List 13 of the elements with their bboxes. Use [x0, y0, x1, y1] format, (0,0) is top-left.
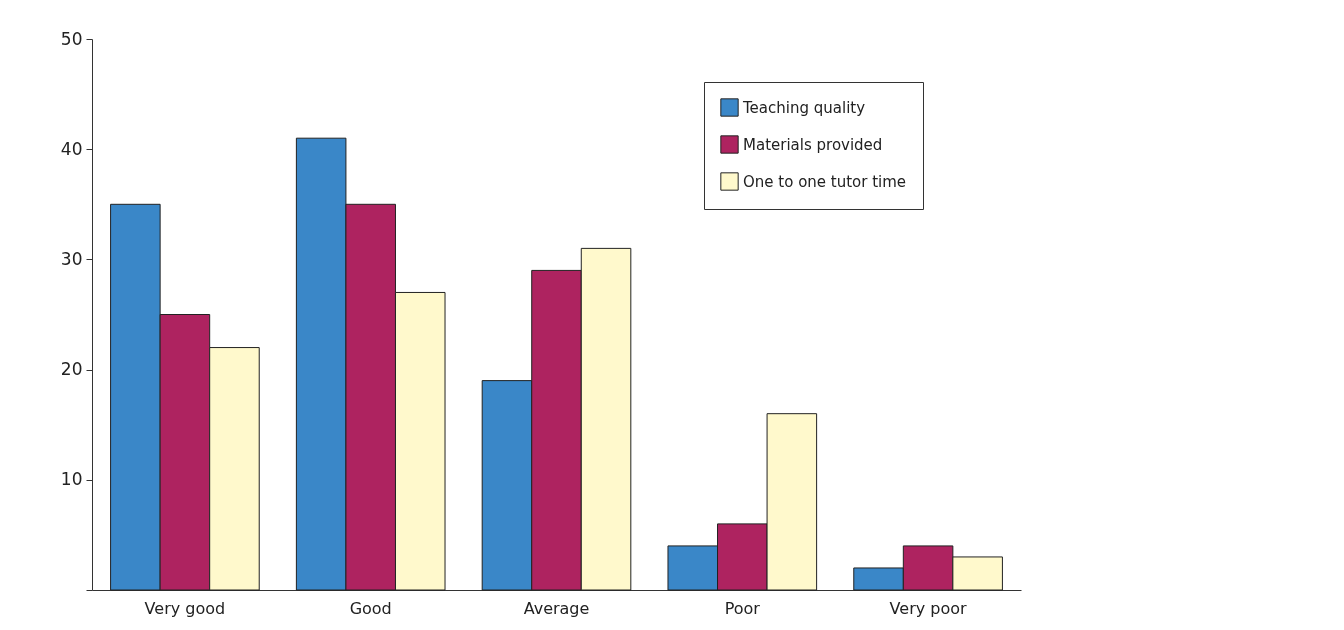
legend-label: Teaching quality — [742, 98, 866, 117]
legend-label: Materials provided — [743, 135, 883, 154]
y-tick-label: 40 — [60, 138, 83, 159]
x-tick-label: Average — [523, 598, 590, 618]
x-tick-label: Poor — [724, 598, 761, 618]
x-tick-label: Very good — [144, 598, 226, 618]
x-tick-label: Very poor — [889, 598, 968, 618]
y-tick-label: 10 — [60, 469, 83, 490]
legend-label: One to one tutor time — [743, 172, 907, 191]
y-tick-label: 30 — [60, 248, 83, 269]
y-tick-label: 50 — [60, 28, 83, 49]
x-tick-label: Good — [349, 598, 392, 618]
y-tick-label: 20 — [60, 359, 83, 380]
